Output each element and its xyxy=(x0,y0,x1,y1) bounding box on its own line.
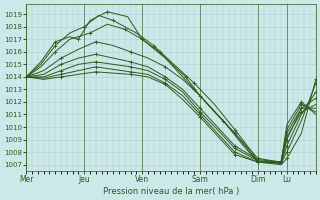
X-axis label: Pression niveau de la mer( hPa ): Pression niveau de la mer( hPa ) xyxy=(103,187,239,196)
